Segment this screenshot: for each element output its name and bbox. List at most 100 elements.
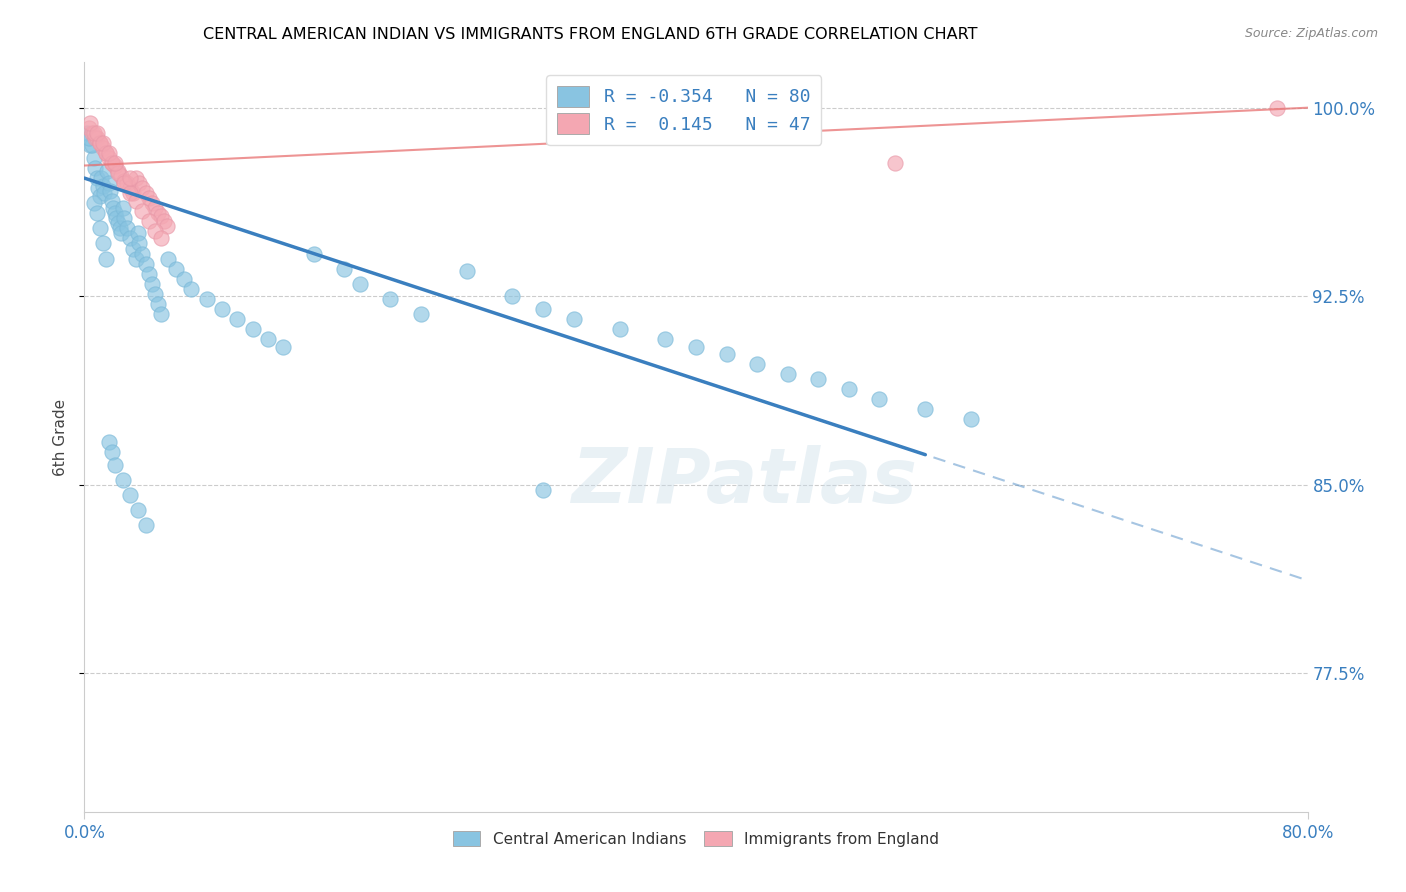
Point [120, 181, 142, 195]
Point [93, 186, 115, 201]
Point [127, 227, 149, 241]
Point [84, 131, 107, 145]
Point [157, 252, 180, 266]
Point [94, 145, 117, 160]
Point [128, 176, 150, 190]
Point [807, 372, 830, 386]
Point [125, 171, 148, 186]
Point [120, 231, 142, 245]
Point [914, 402, 936, 417]
Point [128, 236, 150, 251]
Point [107, 216, 129, 230]
Point [131, 246, 153, 260]
Point [685, 340, 707, 354]
Point [96, 163, 118, 178]
Point [141, 277, 163, 291]
Point [80, 126, 103, 140]
Point [125, 194, 148, 208]
Point [76, 126, 98, 140]
Point [156, 219, 179, 233]
Point [1265, 101, 1288, 115]
Point [125, 252, 148, 266]
Point [111, 201, 134, 215]
Point [869, 392, 891, 407]
Point [91, 236, 114, 251]
Point [502, 289, 524, 303]
Point [122, 242, 145, 256]
Point [131, 203, 153, 218]
Point [101, 194, 124, 208]
Point [83, 151, 105, 165]
Y-axis label: 6th Grade: 6th Grade [52, 399, 67, 475]
Point [120, 186, 142, 201]
Text: ZIPatlas: ZIPatlas [572, 445, 918, 519]
Point [97, 176, 120, 190]
Point [120, 171, 142, 186]
Point [333, 261, 356, 276]
Point [112, 173, 135, 187]
Point [562, 312, 585, 326]
Point [149, 307, 172, 321]
Point [211, 301, 233, 316]
Point [120, 488, 142, 502]
Point [86, 171, 108, 186]
Point [143, 201, 166, 215]
Point [89, 136, 111, 150]
Point [112, 176, 135, 190]
Point [91, 136, 114, 150]
Point [90, 171, 112, 186]
Point [141, 196, 163, 211]
Point [654, 332, 676, 346]
Point [138, 191, 160, 205]
Point [79, 138, 101, 153]
Point [77, 120, 100, 135]
Point [242, 322, 264, 336]
Point [115, 176, 138, 190]
Point [105, 211, 128, 226]
Point [94, 145, 117, 160]
Point [101, 156, 124, 170]
Point [143, 286, 166, 301]
Point [271, 340, 294, 354]
Point [107, 163, 129, 178]
Point [89, 221, 111, 235]
Point [104, 156, 127, 170]
Point [960, 412, 983, 426]
Point [110, 169, 132, 183]
Point [747, 357, 769, 371]
Point [138, 214, 160, 228]
Point [91, 141, 114, 155]
Point [89, 136, 111, 150]
Point [111, 473, 134, 487]
Point [110, 227, 132, 241]
Point [97, 435, 120, 450]
Point [107, 166, 129, 180]
Point [257, 332, 280, 346]
Point [226, 312, 249, 326]
Point [91, 178, 114, 193]
Point [531, 483, 554, 497]
Point [108, 221, 131, 235]
Point [86, 126, 108, 140]
Point [103, 201, 125, 215]
Point [94, 252, 117, 266]
Point [883, 156, 905, 170]
Point [89, 188, 111, 202]
Point [716, 347, 738, 361]
Point [165, 261, 187, 276]
Point [609, 322, 631, 336]
Point [98, 184, 121, 198]
Legend: Central American Indians, Immigrants from England: Central American Indians, Immigrants fro… [447, 824, 945, 853]
Point [115, 221, 138, 235]
Point [180, 282, 202, 296]
Point [153, 214, 176, 228]
Point [104, 458, 127, 472]
Point [143, 224, 166, 238]
Point [77, 131, 100, 145]
Point [112, 211, 135, 226]
Point [131, 181, 153, 195]
Point [349, 277, 371, 291]
Point [135, 257, 157, 271]
Point [173, 271, 195, 285]
Point [149, 209, 172, 223]
